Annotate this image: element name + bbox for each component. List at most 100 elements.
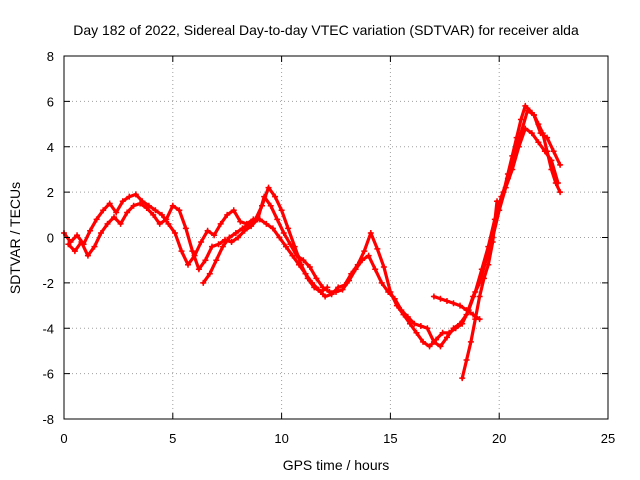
data-point [130,202,137,209]
data-point [97,229,104,236]
x-tick-label: 20 [492,431,506,446]
data-point [367,229,374,236]
data-point [459,375,466,382]
data-point [245,220,252,227]
data-point [171,229,178,236]
data-point [298,261,305,268]
data-point [450,325,457,332]
data-point [411,320,418,327]
data-point [232,229,239,236]
data-point [372,266,379,273]
x-tick-label: 15 [383,431,397,446]
data-point [137,200,144,207]
data-point [359,257,366,264]
data-point [557,189,564,196]
data-point [182,225,189,232]
data-point [100,207,107,214]
data-series [61,102,564,382]
axis-tick-labels: 0 5 10 15 20 25 -8 -6 -4 -2 0 2 4 6 8 [42,49,615,446]
data-point [93,216,100,223]
data-point [150,211,157,218]
data-point [333,288,339,295]
data-point [504,170,511,177]
data-point [463,307,470,314]
data-point [74,232,81,239]
data-point [380,263,387,270]
data-point [500,189,507,196]
data-point [124,209,131,216]
data-point [91,243,98,250]
y-tick-label: 2 [47,185,54,200]
data-point [398,307,405,314]
data-point [352,266,359,273]
data-point [178,248,185,255]
data-point [313,275,320,282]
data-point [165,220,172,227]
data-point [335,284,342,291]
data-point [280,229,287,236]
data-point [143,205,150,212]
data-point [267,202,274,209]
data-point [204,227,211,234]
x-tick-label: 0 [60,431,67,446]
chart-title: Day 182 of 2022, Sidereal Day-to-day VTE… [73,22,579,38]
data-point [237,218,244,225]
data-point [470,293,477,300]
data-point [467,338,474,345]
data-point [489,239,496,246]
data-point [235,234,242,241]
data-point [522,102,529,109]
x-tick-label: 10 [274,431,288,446]
data-point [472,316,479,323]
data-point [324,284,331,291]
x-axis-label: GPS time / hours [283,457,390,473]
data-point [119,198,126,205]
data-point [269,225,276,232]
data-point [65,241,72,248]
data-point [494,198,501,205]
data-point [437,295,444,302]
data-point [550,148,557,155]
data-point [185,261,192,268]
data-point [535,139,542,146]
data-point [339,286,346,293]
data-point [117,220,124,227]
data-point [391,295,398,302]
data-point [213,257,220,264]
data-point [457,320,464,327]
data-point [509,152,516,159]
y-tick-label: -2 [42,276,54,291]
data-point [548,166,555,173]
data-point [480,275,487,282]
data-point [300,257,307,264]
data-point [430,338,437,345]
data-point [126,193,133,200]
data-point [217,220,224,227]
y-axis-label: SDTVAR / TECUs [7,182,23,294]
data-point [169,202,176,209]
y-tick-label: 0 [47,231,54,246]
data-point [528,130,535,137]
data-point [230,207,237,214]
data-point [517,116,524,123]
data-point [239,225,246,232]
data-point [552,180,559,187]
data-point [306,263,313,270]
data-point [420,338,427,345]
data-point [224,211,231,218]
data-point [417,322,424,329]
data-point [202,257,209,264]
data-point [176,207,183,214]
data-point [200,279,207,286]
data-point [463,357,470,364]
data-point [385,288,392,295]
data-point [156,220,163,227]
data-point [276,234,283,241]
data-point [513,134,520,141]
data-point [259,202,266,209]
data-point [84,252,91,259]
data-point [87,227,94,234]
data-point [322,293,329,300]
data-point [113,209,120,216]
